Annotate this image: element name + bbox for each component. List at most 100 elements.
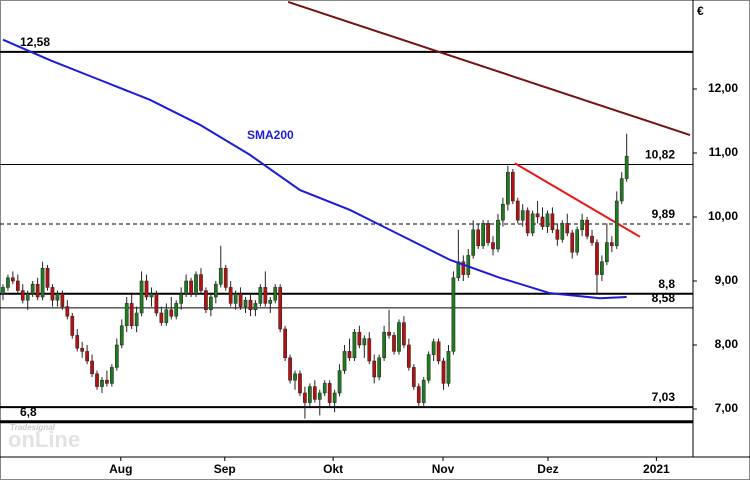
candle-body [189,280,193,295]
candle-body [590,235,594,243]
candle-body [1,287,5,295]
candle-body [228,287,233,304]
candle-body [218,267,223,285]
y-tick-label: 10,00 [708,209,738,223]
candle-body [456,261,461,279]
candle-body [40,267,45,298]
candle-body [525,210,530,234]
candle-body [565,223,570,234]
candle-body [441,360,446,384]
candle-body [575,229,580,253]
candle-body [585,219,589,237]
candle-body [30,283,35,295]
candle-body [496,219,500,250]
candle-body [11,277,15,282]
candle-body [159,312,164,323]
candle-body [614,200,619,247]
candle-body [619,178,624,202]
candle-body [238,293,243,307]
candle-body [273,287,278,301]
candle-body [550,213,555,231]
candle-body [303,392,307,403]
level-label: 8,8 [658,277,675,291]
candle-body [283,328,287,359]
candle-body [367,338,372,362]
candle-body [312,386,317,400]
candle-body [595,242,599,275]
candle-body [605,242,609,263]
candle-body [421,379,426,403]
candle-body [263,287,268,304]
candle-body [139,280,144,314]
trend-line [514,162,641,238]
candle-body [124,303,129,327]
watermark-brand: Tradesignal [10,423,56,432]
candle-body [357,331,362,346]
candle-body [506,171,510,205]
candle-body [253,303,258,311]
candle-body [110,367,114,384]
x-tick-label: 2021 [643,462,670,476]
level-label: 9,89 [652,207,676,221]
candle-body [248,299,253,311]
candle-body [382,331,386,359]
candle-body [436,341,441,362]
candle-body [510,171,515,202]
candle-body [372,360,377,378]
x-tick-label: Dez [537,462,558,476]
candle-body [278,287,283,330]
candle-body [184,280,188,295]
candle-body [134,312,139,327]
candle-body [6,277,10,288]
candle-body [580,219,584,231]
y-tick-label: 7,00 [715,401,739,415]
candle-body [105,379,109,384]
candle-body [535,213,540,218]
candle-body [293,373,297,381]
candle-body [411,367,416,387]
candle-body [243,299,248,307]
trend-line [287,0,691,137]
candle-body [100,379,104,387]
candle-body [268,299,273,304]
candle-body [25,293,30,301]
candle-body [451,277,456,352]
candle-body [322,383,327,394]
candle-body [233,293,238,304]
candle-body [20,290,25,301]
candle-body [352,331,357,359]
candle-body [144,280,149,298]
candle-body [416,386,421,403]
candle-body [600,261,604,275]
candle-body [476,229,481,247]
candle-body [387,331,391,336]
watermark-name: onLine [8,427,80,452]
candle-body [45,267,50,288]
candle-body [95,373,99,387]
candle-body [80,347,85,352]
candle-body [154,293,159,314]
candle-body [397,322,401,352]
candle-body [199,274,203,291]
candle-body [213,283,218,298]
candle-body [50,287,55,301]
candle-body [426,354,431,381]
candle-body [35,283,40,298]
candle-body [555,229,560,240]
candle-body [461,261,466,275]
candle-body [392,335,396,352]
candle-body [65,306,70,317]
level-label: 12,58 [20,35,50,49]
candle-body [15,280,20,291]
candle-body [337,370,342,394]
candle-body [204,290,208,311]
candle-body [164,309,169,323]
candle-body [288,357,292,381]
candle-body [501,203,505,221]
candle-body [60,293,65,307]
candle-body [332,392,337,403]
candle-body [149,293,154,298]
